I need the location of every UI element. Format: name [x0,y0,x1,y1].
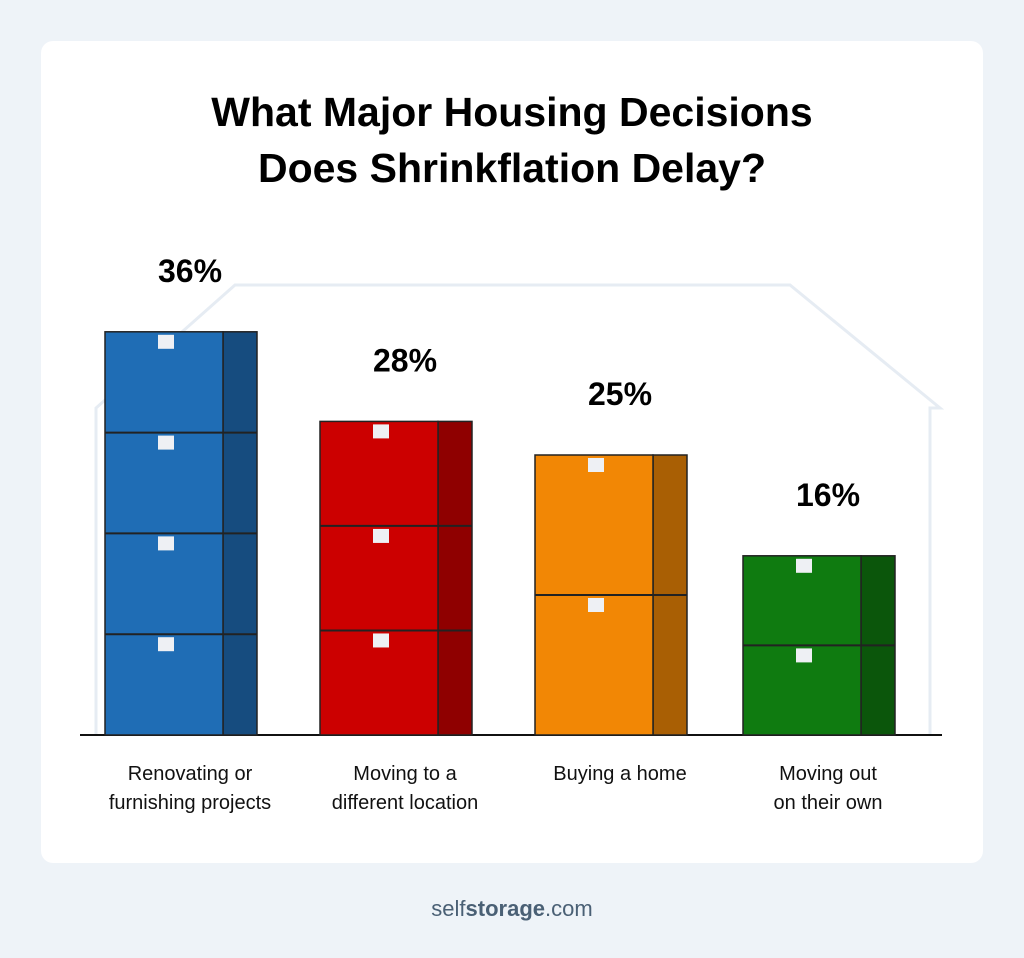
x-tick-label: Buying a home [553,763,687,785]
box-tag [158,637,174,652]
box-tag [588,458,604,472]
x-tick-label: Moving to a different location [331,763,479,814]
box-tag [158,536,174,551]
footer: selfstorage.com [0,896,1024,922]
box-tag [588,598,604,612]
box-tag [796,648,812,663]
footer-part: storage [465,896,546,921]
x-tick-label: Renovating or furnishing projects [108,763,272,814]
box-tag [373,424,389,439]
value-label: 25% [588,376,652,412]
box-tag [373,528,389,543]
chart-title: What Major Housing Decisions Does Shrink… [211,89,813,191]
footer-part: self [431,896,466,921]
x-tick-label: Moving out on their own [773,763,883,814]
box-tag [158,334,174,349]
value-label: 16% [796,477,860,513]
bar [319,420,439,736]
box-tag [373,633,389,648]
footer-part: .com [545,896,593,921]
house-outline [94,283,945,735]
value-label: 36% [158,253,222,289]
box-tag [158,435,174,450]
box-tag [796,558,812,573]
value-label: 28% [373,342,437,378]
bar-side [437,420,473,736]
